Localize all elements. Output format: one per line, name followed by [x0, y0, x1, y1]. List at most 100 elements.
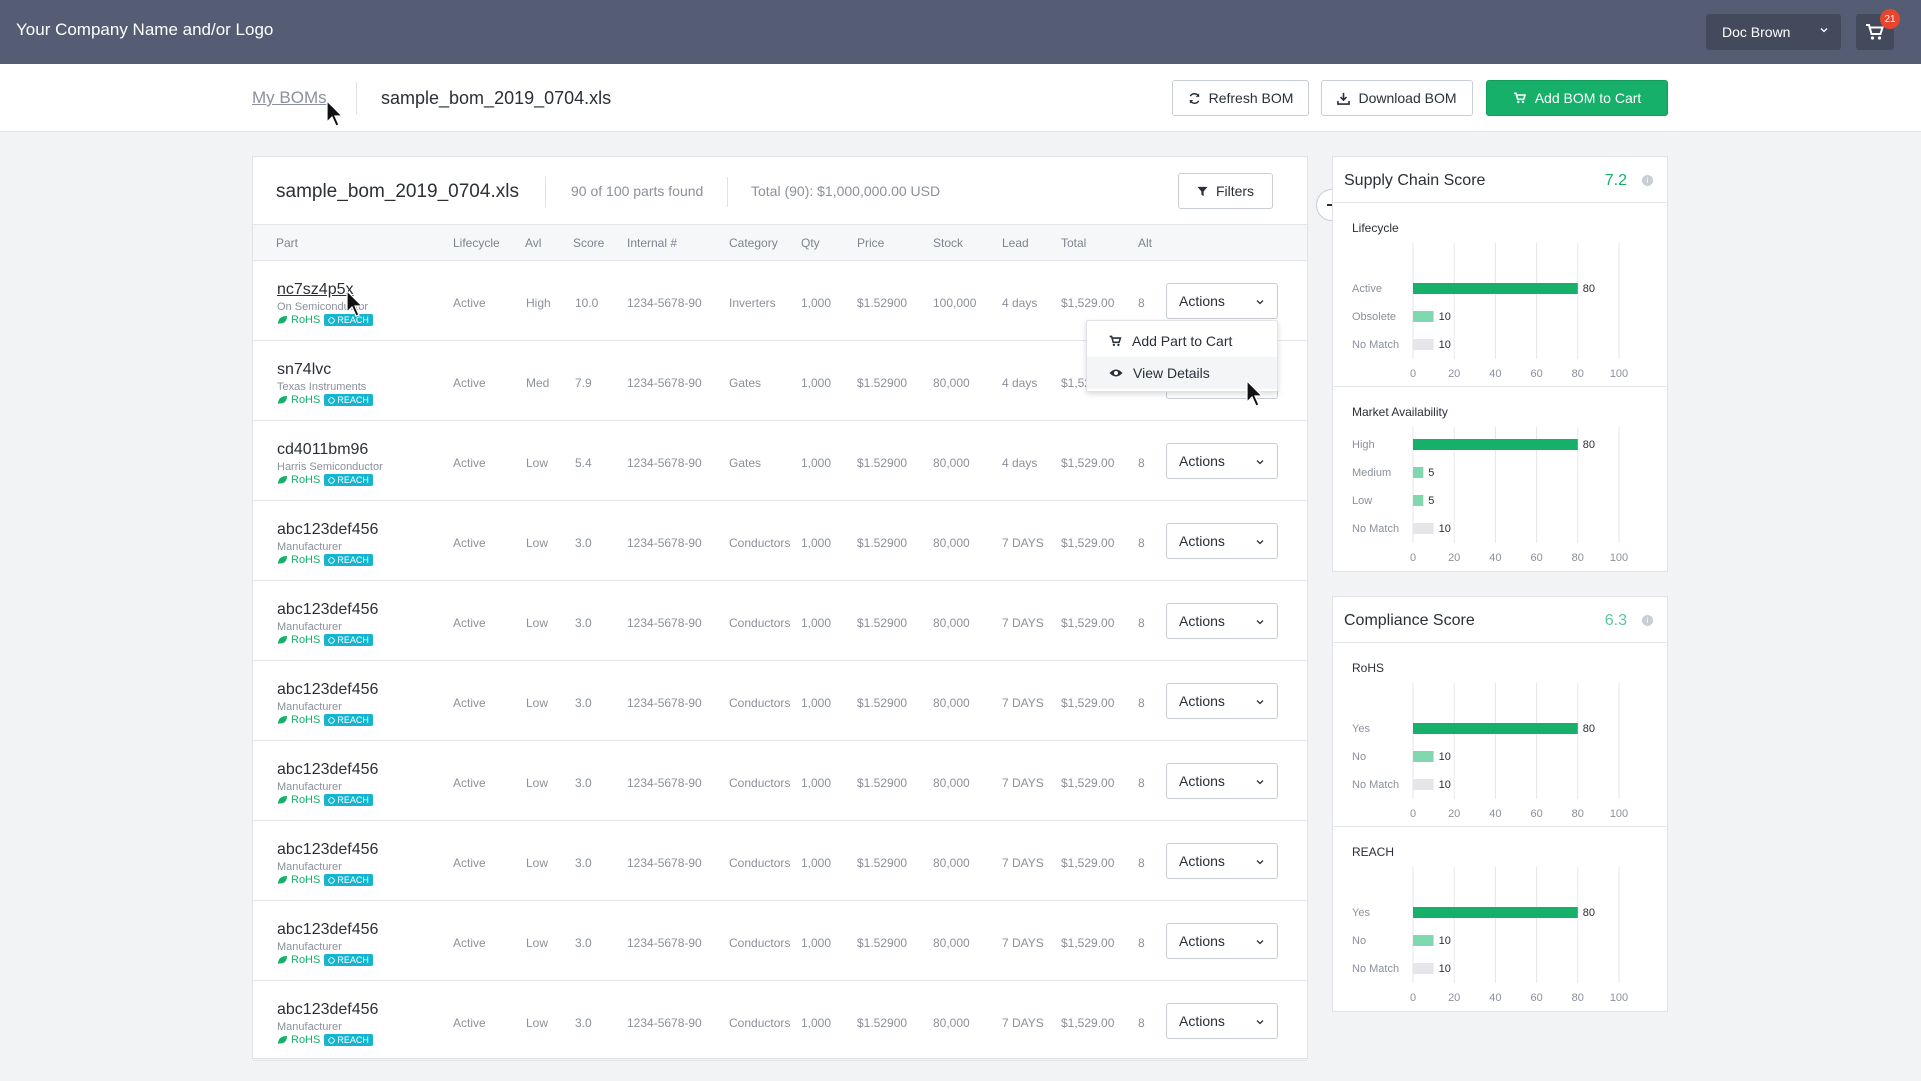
chart-tick-label: 60 [1530, 808, 1542, 820]
chart-tick-label: 80 [1572, 992, 1584, 1004]
column-header-part[interactable]: Part [276, 236, 299, 250]
cell-internal: 1234-5678-90 [627, 776, 702, 790]
filters-button[interactable]: Filters [1178, 173, 1273, 209]
actions-label: Actions [1179, 293, 1225, 309]
cell-internal: 1234-5678-90 [627, 1016, 702, 1030]
actions-dropdown-button[interactable]: Actions [1166, 683, 1278, 719]
reach-badge: REACH [324, 954, 373, 966]
column-header-avl[interactable]: Avl [525, 236, 542, 250]
chart-tick-label: 0 [1410, 368, 1416, 380]
download-bom-button[interactable]: Download BOM [1321, 80, 1473, 116]
bom-table-header: sample_bom_2019_0704.xls 90 of 100 parts… [253, 157, 1307, 225]
chart-bar [1413, 439, 1578, 450]
part-number-link[interactable]: abc123def456 [277, 521, 379, 538]
chart-bar [1413, 339, 1434, 350]
cell-avl: Low [526, 776, 549, 790]
chevron-down-icon [1256, 780, 1264, 785]
table-row[interactable]: abc123def456 Manufacturer RoHS REACH Active L… [253, 581, 1307, 661]
part-number-link[interactable]: abc123def456 [277, 841, 379, 858]
leaf-icon [278, 956, 287, 964]
column-header-internal[interactable]: Internal # [627, 236, 678, 250]
cart-icon [1866, 24, 1884, 40]
part-number-link[interactable]: abc123def456 [277, 681, 379, 698]
chart-category-label: No Match [1352, 339, 1399, 351]
table-row[interactable]: abc123def456 Manufacturer RoHS REACH Active L… [253, 901, 1307, 981]
part-number-link[interactable]: abc123def456 [277, 601, 379, 618]
actions-dropdown-button[interactable]: Actions [1166, 763, 1278, 799]
column-header-price[interactable]: Price [857, 236, 885, 250]
check-circle-icon [328, 876, 336, 884]
breadcrumb-my-boms-link[interactable]: My BOMs [252, 88, 327, 107]
lifecycle-bar-chart: 0 20 40 60 80 100 Active 80 Obsolete 10 No Match 10 [1352, 243, 1628, 380]
column-header-lead[interactable]: Lead [1002, 236, 1029, 250]
column-header-category[interactable]: Category [729, 236, 778, 250]
rohs-badge: RoHS [277, 554, 320, 566]
refresh-bom-button[interactable]: Refresh BOM [1172, 80, 1309, 116]
chart-category-label: Obsolete [1352, 311, 1396, 323]
table-row[interactable]: abc123def456 Manufacturer RoHS REACH Active L… [253, 741, 1307, 821]
table-row[interactable]: abc123def456 Manufacturer RoHS REACH Active L… [253, 501, 1307, 581]
reach-label: REACH [337, 635, 369, 645]
company-logo[interactable]: Your Company Name and/or Logo [16, 20, 274, 39]
part-number-link[interactable]: sn74lvc [277, 361, 332, 378]
compliance-card-header: Compliance Score 6.3 i [1333, 597, 1667, 643]
part-number-link[interactable]: cd4011bm96 [277, 441, 369, 458]
mouse-cursor-icon [1246, 380, 1264, 407]
column-header-alt[interactable]: Alt [1138, 236, 1153, 250]
table-row[interactable]: abc123def456 Manufacturer RoHS REACH Active L… [253, 821, 1307, 901]
manufacturer-name: Manufacturer [277, 621, 342, 633]
table-row[interactable]: nc7sz4p5x On Semiconductor RoHS REACH Active… [253, 261, 1307, 341]
user-menu-button[interactable]: Doc Brown [1706, 14, 1841, 50]
actions-dropdown-button[interactable]: Actions [1166, 923, 1278, 959]
chart-category-label: No Match [1352, 523, 1399, 535]
chart-category-label: Yes [1352, 907, 1370, 919]
column-header-qty[interactable]: Qty [801, 236, 820, 250]
info-icon[interactable]: i [1642, 175, 1653, 186]
actions-dropdown-button[interactable]: Actions [1166, 523, 1278, 559]
column-header-stock[interactable]: Stock [933, 236, 964, 250]
add-bom-to-cart-button[interactable]: Add BOM to Cart [1486, 80, 1668, 116]
rohs-label: RoHS [291, 954, 321, 966]
table-row[interactable]: cd4011bm96 Harris Semiconductor RoHS REACH A… [253, 421, 1307, 501]
cell-score: 3.0 [575, 856, 592, 870]
column-header-lifecycle[interactable]: Lifecycle [453, 236, 500, 250]
reach-label: REACH [337, 555, 369, 565]
header-divider [727, 177, 728, 207]
table-row[interactable]: abc123def456 Manufacturer RoHS REACH Active L… [253, 981, 1307, 1061]
cell-score: 7.9 [575, 376, 592, 390]
chart-bar [1413, 523, 1434, 534]
check-circle-icon [328, 396, 336, 404]
part-number-link[interactable]: nc7sz4p5x [277, 281, 354, 298]
actions-dropdown-button[interactable]: Actions [1166, 443, 1278, 479]
actions-dropdown-button[interactable]: Actions [1166, 843, 1278, 879]
chart-tick-label: 40 [1489, 808, 1501, 820]
actions-dropdown-button[interactable]: Actions [1166, 283, 1278, 319]
table-row[interactable]: abc123def456 Manufacturer RoHS REACH Active L… [253, 661, 1307, 741]
add-part-to-cart-menu-item[interactable]: Add Part to Cart [1087, 325, 1277, 357]
chart-category-label: Active [1352, 283, 1382, 295]
compliance-title: Compliance Score [1344, 612, 1475, 629]
part-number-link[interactable]: abc123def456 [277, 761, 379, 778]
check-circle-icon [328, 476, 336, 484]
column-header-score[interactable]: Score [573, 236, 605, 250]
cell-score: 3.0 [575, 616, 592, 630]
rohs-label: RoHS [291, 874, 321, 886]
chart-tick-label: 40 [1489, 368, 1501, 380]
cell-qty: 1,000 [801, 296, 832, 310]
chart-tick-label: 20 [1448, 368, 1460, 380]
cell-qty: 1,000 [801, 536, 832, 550]
chart-bar [1413, 283, 1578, 294]
part-number-link[interactable]: abc123def456 [277, 921, 379, 938]
column-header-total[interactable]: Total [1061, 236, 1087, 250]
view-details-menu-item[interactable]: View Details [1087, 357, 1277, 389]
cell-internal: 1234-5678-90 [627, 856, 702, 870]
info-icon[interactable]: i [1642, 615, 1653, 626]
cell-category: Conductors [729, 1016, 791, 1030]
rohs-label: RoHS [291, 554, 321, 566]
actions-dropdown-button[interactable]: Actions [1166, 1003, 1278, 1039]
part-number-link[interactable]: abc123def456 [277, 1001, 379, 1018]
actions-dropdown-button[interactable]: Actions [1166, 603, 1278, 639]
filters-label: Filters [1215, 183, 1255, 199]
check-circle-icon [328, 636, 336, 644]
reach-badge: REACH [324, 794, 373, 806]
